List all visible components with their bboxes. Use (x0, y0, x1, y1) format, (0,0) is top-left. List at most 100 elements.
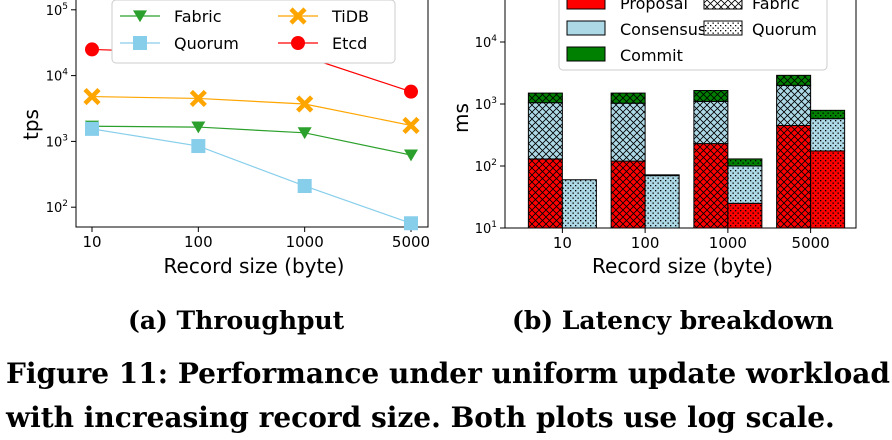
latency-chart: 101 102 103 104 10 100 1000 5000 Record size (by… (449, 0, 857, 278)
caption-word: under (388, 357, 482, 390)
x-tick-label: 5000 (792, 234, 830, 252)
caption-word: update (627, 357, 737, 390)
x-tick-label: 100 (184, 233, 213, 251)
y-tick-label: 104 (475, 34, 498, 51)
bar-pattern (611, 103, 646, 162)
tick-exponent: 4 (62, 68, 68, 78)
marker-square (404, 216, 418, 231)
bar-pattern (528, 158, 563, 228)
tick-exponent: 2 (491, 158, 497, 168)
bar-pattern (810, 118, 845, 151)
bar-pattern (776, 85, 811, 126)
marker-circle (404, 84, 418, 99)
marker-x (402, 116, 420, 134)
legend-label: Etcd (332, 34, 367, 53)
marker-x (289, 7, 307, 25)
marker-x (83, 87, 101, 106)
bar-pattern (810, 150, 845, 228)
y-tick-label: 102 (475, 158, 497, 175)
x-tick-label: 1000 (286, 233, 324, 251)
bar-pattern (727, 203, 762, 228)
tick-exponent: 4 (491, 34, 497, 44)
bar-pattern (810, 110, 845, 119)
throughput-chart: 102 103 104 105 10 100 1000 5000 Record size (by… (19, 0, 430, 278)
marker-triangle (133, 10, 147, 23)
y-tick-label: 105 (46, 2, 68, 19)
bar-pattern (645, 175, 680, 228)
y-tick-label: 103 (46, 133, 68, 150)
tick-exponent: 3 (491, 96, 497, 106)
legend-label: Commit (620, 46, 683, 65)
bar-pattern (528, 102, 563, 159)
legend-label: Quorum (752, 20, 817, 39)
bar-pattern (528, 93, 563, 103)
plot-frame (75, 0, 429, 228)
figure-caption-line1: Figure 11: Performance under uniform update wo… (6, 352, 890, 396)
legend-swatch-pattern (704, 0, 742, 9)
x-tick-label: 100 (631, 234, 660, 252)
caption-word: workload (746, 357, 890, 390)
series-line-tidb (91, 95, 412, 126)
marker-x (296, 95, 314, 113)
marker-triangle (404, 149, 418, 162)
y-tick-label: 102 (46, 199, 68, 216)
legend-box (558, 0, 828, 71)
tick-exponent: 5 (62, 2, 68, 12)
legend-label: Quorum (174, 34, 239, 53)
x-tick-label: 5000 (392, 233, 430, 251)
marker-x (189, 89, 207, 108)
marker-triangle (191, 121, 206, 134)
bar-pattern (776, 125, 811, 228)
series-line-quorum (91, 128, 412, 224)
caption-word: Figure (6, 357, 110, 390)
bar-pattern (776, 75, 811, 86)
tick-exponent: 1 (491, 220, 497, 230)
series-line-fabric (91, 125, 412, 156)
bar-pattern (693, 143, 728, 228)
y-axis-label: ms (449, 103, 473, 133)
caption-word: Performance (177, 357, 380, 390)
legend-label: Fabric (174, 7, 222, 26)
legend: Fabric TiDB Quorum Etcd (111, 0, 396, 64)
bar-pattern (611, 93, 646, 104)
legend-label: Fabric (752, 0, 800, 13)
bar-pattern (727, 158, 762, 166)
tick-exponent: 3 (62, 133, 68, 143)
x-tick-label: 1000 (709, 234, 747, 252)
bar-pattern (727, 166, 762, 204)
marker-circle (291, 36, 305, 50)
marker-square (85, 121, 99, 136)
legend-swatch (566, 20, 606, 36)
legend-label: Consensus (620, 20, 706, 39)
figure-caption: Figure 11: Performance under uniform update wo… (6, 352, 890, 440)
caption-a: (a) Throughput (128, 306, 345, 335)
bar-pattern (693, 90, 728, 102)
marker-square (297, 178, 312, 193)
bar-pattern (693, 101, 728, 144)
legend-swatch-pattern (704, 21, 742, 35)
marker-square (133, 36, 147, 50)
x-axis-label: Record size (byte) (592, 254, 773, 278)
legend-label: TiDB (331, 7, 369, 26)
legend-box (111, 0, 396, 64)
x-axis-label: Record size (byte) (164, 254, 345, 278)
legend-swatch (566, 46, 606, 62)
tick-exponent: 2 (62, 199, 68, 209)
caption-b: (b) Latency breakdown (512, 306, 834, 335)
legend-label: Proposal (620, 0, 688, 13)
y-tick-label: 101 (475, 220, 497, 237)
marker-circle (85, 42, 99, 57)
figure-caption-line2: with increasing record size. Both plots … (6, 401, 835, 434)
x-tick-label: 10 (82, 233, 101, 251)
bar-pattern (562, 179, 597, 228)
marker-square (191, 139, 206, 154)
bar-pattern (645, 174, 680, 176)
y-axis-label: tps (19, 109, 43, 140)
x-tick-label: 10 (553, 234, 572, 252)
y-tick-label: 103 (475, 96, 497, 113)
legend-swatch (566, 0, 606, 10)
bar-pattern (611, 161, 646, 228)
caption-word: 11: (118, 357, 169, 390)
marker-triangle (297, 127, 312, 140)
